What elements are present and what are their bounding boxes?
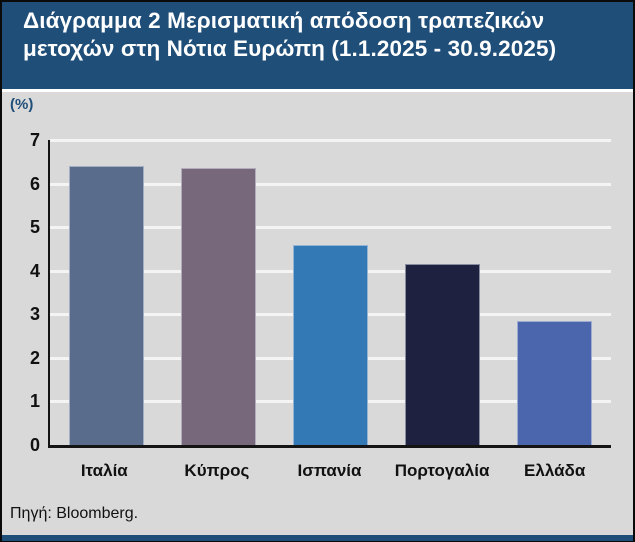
- gridline-y-5: [50, 226, 611, 230]
- chart-title: Διάγραμμα 2 Μερισματική απόδοση τραπεζικ…: [2, 2, 633, 92]
- x-label-Κύπρος: Κύπρος: [184, 461, 250, 480]
- bar-slot-1: [50, 140, 162, 445]
- gridline-y-6: [50, 182, 611, 186]
- plot-area: 0 1 2 3 4 5 6 7: [30, 131, 611, 454]
- bar-Ιταλία: [68, 166, 144, 445]
- y-axis-unit-label: (%): [10, 96, 34, 113]
- x-label-Ιταλία: Ιταλία: [80, 461, 128, 480]
- bar-Ελλάδα: [517, 320, 593, 445]
- bar-slot-3: [274, 140, 386, 445]
- x-axis-labels: Ιταλία Κύπρος Ισπανία Πορτογαλία Ελλάδα: [48, 461, 611, 481]
- y-tick-label-7: 7: [29, 130, 40, 150]
- y-tick-label-6: 6: [29, 173, 40, 194]
- y-tick-label-4: 4: [29, 260, 40, 281]
- bar-slot-5: [499, 140, 611, 445]
- y-tick-label-0: 0: [29, 435, 40, 455]
- chart-area: 0 1 2 3 4 5 6 7 Ιταλία Κύπρος Ισπανία Πορτογαλία Ελ…: [30, 131, 611, 481]
- bar-Πορτογαλία: [405, 264, 481, 445]
- bar-slot-4: [387, 140, 499, 445]
- bottom-accent-strip: [2, 535, 633, 542]
- y-tick-label-3: 3: [29, 304, 40, 325]
- y-tick-label-2: 2: [29, 347, 40, 368]
- x-label-Πορτογαλία: Πορτογαλία: [394, 461, 490, 480]
- x-label-Ελλάδα: Ελλάδα: [524, 461, 586, 480]
- bar-slot-2: [162, 140, 274, 445]
- bar-Ισπανία: [293, 244, 368, 445]
- bar-Κύπρος: [180, 168, 256, 445]
- bar-series: [50, 140, 611, 445]
- y-tick-label-5: 5: [29, 217, 40, 238]
- gridline-y-7: [50, 139, 611, 142]
- y-tick-label-1: 1: [29, 391, 40, 412]
- x-label-Ισπανία: Ισπανία: [297, 461, 362, 480]
- source-attribution: Πηγή: Bloomberg.: [10, 505, 139, 522]
